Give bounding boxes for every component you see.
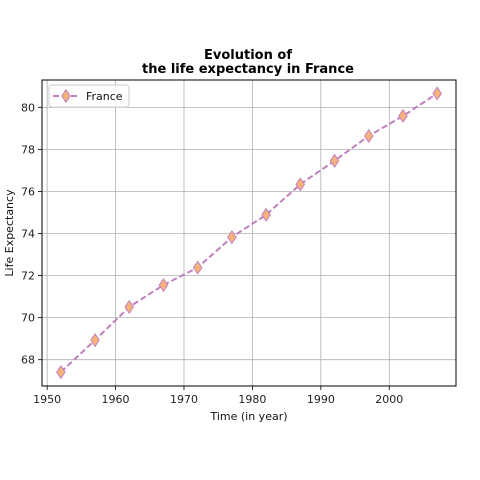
data-point-diamond-marker: [398, 108, 408, 124]
x-tick-label: 1960: [102, 393, 130, 406]
series-line-france: [60, 92, 438, 373]
data-point-diamond-marker: [432, 86, 442, 101]
y-tick-label: 76: [21, 185, 35, 198]
data-point-diamond-marker: [261, 207, 271, 222]
data-point-diamond-marker: [227, 230, 237, 245]
legend-box: [48, 84, 130, 108]
data-point-diamond-marker: [56, 365, 66, 380]
y-tick-label: 74: [21, 228, 35, 241]
x-tick-label: 2000: [375, 393, 403, 406]
data-point-diamond-marker: [158, 277, 169, 293]
y-tick-label: 68: [21, 354, 35, 367]
data-point-diamond-marker: [329, 153, 340, 168]
data-point-diamond-marker: [90, 333, 100, 348]
x-tick-label: 1950: [33, 393, 61, 406]
data-point-diamond-marker: [363, 128, 374, 144]
x-tick-label: 1980: [238, 393, 266, 406]
chart-title-line-2: the life expectancy in France: [142, 62, 354, 77]
legend-diamond-marker: [61, 88, 71, 104]
x-axis-label: Time (in year): [209, 410, 287, 423]
legend: France: [48, 84, 130, 108]
legend-label-france: France: [86, 90, 123, 103]
y-tick-label: 78: [21, 143, 35, 156]
x-tick-label: 1990: [307, 393, 335, 406]
data-point-diamond-marker: [295, 177, 306, 192]
y-tick-label: 80: [21, 101, 35, 114]
data-point-diamond-marker: [192, 260, 203, 275]
axis-ticks: 1950 1960 1970 1980 1990 2000 68 70 72 74 76 78 80: [21, 101, 403, 406]
chart-title-line-1: Evolution of: [204, 48, 292, 63]
y-axis-label: Life Expectancy: [3, 189, 16, 277]
data-point-diamond-marker: [124, 299, 135, 315]
grid: [42, 80, 456, 386]
series-layer: [56, 86, 442, 380]
plot-frame: [41, 79, 457, 387]
x-tick-label: 1970: [170, 393, 198, 406]
y-tick-label: 72: [21, 270, 35, 283]
y-tick-label: 70: [21, 312, 35, 325]
